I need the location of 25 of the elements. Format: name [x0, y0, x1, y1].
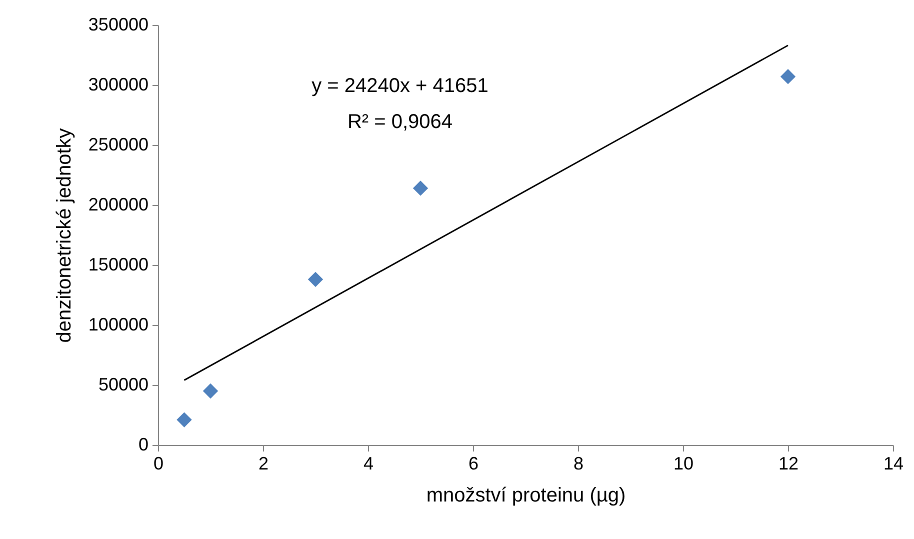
y-tick-label: 100000 — [88, 314, 148, 334]
y-tick-label: 0 — [138, 434, 148, 454]
annotation: y = 24240x + 41651 — [312, 75, 488, 97]
point — [780, 69, 796, 84]
x-tick-label: 10 — [673, 454, 694, 474]
y-tick-label: 350000 — [88, 14, 148, 34]
y-axis-title: denzitonetrické jednotky — [53, 128, 76, 343]
y-tick-label: 250000 — [88, 134, 148, 154]
x-tick-label: 4 — [363, 454, 374, 474]
y-tick-label: 300000 — [88, 74, 148, 94]
x-tick-label: 0 — [153, 454, 164, 474]
y-tick-label: 50000 — [98, 374, 148, 394]
x-tick-label: 6 — [468, 454, 479, 474]
x-axis-title: množství proteinu (µg) — [426, 484, 626, 506]
point — [412, 180, 428, 196]
point — [308, 272, 324, 287]
x-tick-label: 12 — [778, 454, 799, 474]
x-tick-label: 2 — [258, 454, 269, 474]
x-tick-label: 14 — [883, 454, 904, 474]
y-tick-label: 200000 — [88, 194, 148, 214]
y-tick-label: 150000 — [88, 254, 148, 274]
point — [202, 383, 218, 399]
x-tick-label: 8 — [573, 454, 584, 474]
point — [176, 412, 192, 428]
annotation: R² = 0,9064 — [347, 111, 453, 133]
